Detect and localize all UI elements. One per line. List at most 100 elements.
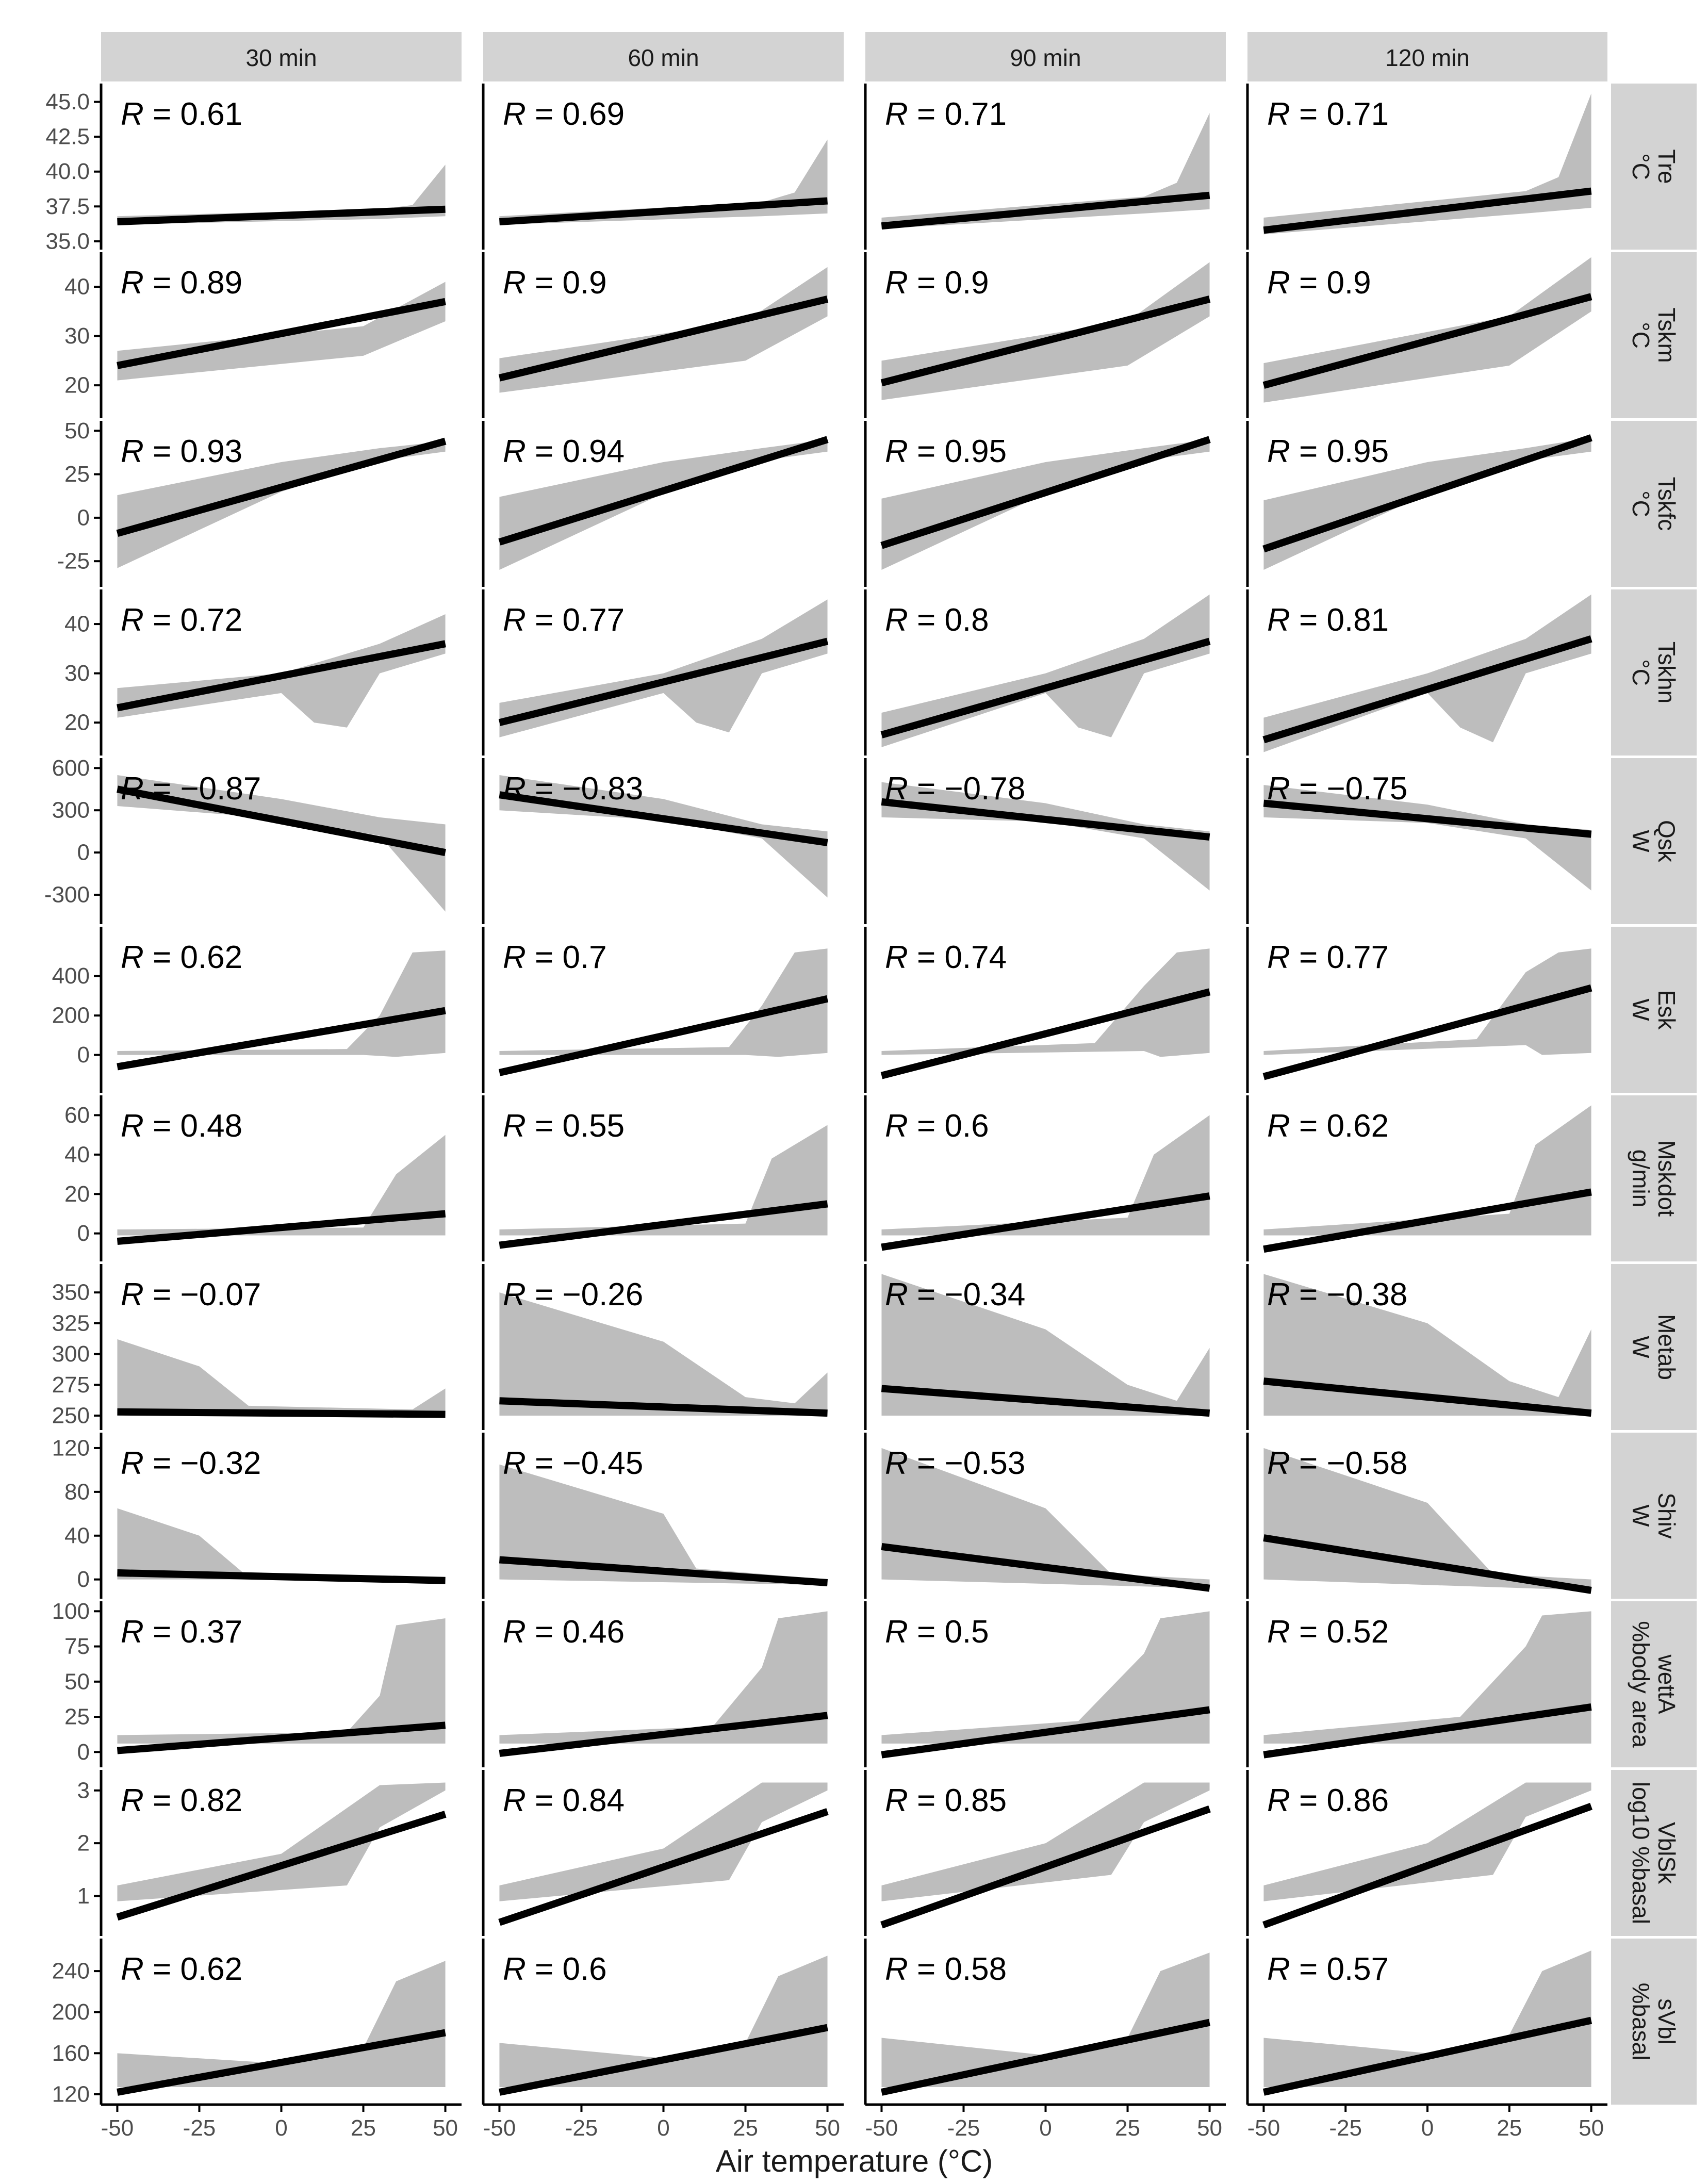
row-strip-label: VblSk (1653, 1822, 1680, 1884)
row-strip-label: W (1628, 1504, 1654, 1527)
regression-line (499, 2024, 828, 2096)
r-symbol: R (121, 434, 144, 469)
r-equals: = (1290, 1446, 1327, 1481)
column-strip (483, 32, 844, 81)
y-tick-label: 200 (52, 1003, 90, 1028)
r-value: 0.93 (180, 434, 242, 469)
r-value: −0.53 (944, 1446, 1025, 1481)
r-value: 0.48 (180, 1108, 242, 1144)
r-symbol: R (121, 265, 144, 301)
y-tick-label: 30 (64, 323, 90, 349)
x-tick-label: -50 (1247, 2115, 1280, 2141)
r-equals: = (1290, 1277, 1327, 1312)
r-symbol: R (121, 1614, 144, 1650)
regression-line (1263, 1534, 1592, 1594)
y-tick-label: 80 (64, 1479, 90, 1504)
column-strip (1247, 32, 1607, 81)
data-band (1263, 1105, 1591, 1236)
r-value: 0.62 (1326, 1108, 1389, 1144)
panel: R = −0.58 (1263, 1446, 1592, 1594)
panel: R = −0.26 (499, 1277, 828, 1417)
panel: R = 0.62 (117, 940, 446, 1071)
panel: R = 0.6 (881, 1108, 1210, 1251)
regression-line (1263, 1188, 1592, 1253)
panel: R = 0.6 (499, 1951, 828, 2096)
x-tick-label: 0 (275, 2115, 287, 2141)
r-symbol: R (503, 1108, 526, 1144)
r-symbol: R (885, 1951, 908, 1987)
panel: R = 0.9 (1262, 257, 1592, 403)
regression-line (880, 988, 1211, 1079)
row-strip (1611, 1770, 1697, 1936)
correlation-label: R = 0.93 (121, 434, 242, 469)
r-value: 0.95 (944, 434, 1007, 469)
data-band (117, 1508, 446, 1580)
r-value: 0.57 (1326, 1951, 1389, 1987)
r-value: −0.83 (562, 771, 643, 807)
y-tick-label: 60 (64, 1103, 90, 1128)
row-strip (1611, 1601, 1697, 1767)
r-equals: = (1290, 771, 1327, 807)
r-value: 0.52 (1326, 1614, 1389, 1650)
correlation-label: R = 0.55 (503, 1108, 625, 1144)
r-value: 0.85 (944, 1783, 1007, 1818)
correlation-label: R = 0.9 (503, 265, 607, 301)
regression-line (881, 1706, 1210, 1759)
regression-line (499, 1556, 828, 1587)
axes: 35.037.540.042.545.0203040-2502550203040… (44, 84, 1607, 2141)
correlation-label: R = 0.6 (503, 1951, 607, 1987)
correlation-label: R = 0.62 (121, 1951, 242, 1987)
r-symbol: R (503, 96, 526, 132)
correlation-label: R = 0.95 (1267, 434, 1389, 469)
r-equals: = (144, 96, 180, 132)
regression-line (116, 1811, 447, 1921)
r-value: 0.71 (1326, 96, 1389, 132)
correlation-label: R = −0.45 (503, 1446, 643, 1481)
regression-line (1262, 984, 1592, 1080)
panel: R = 0.82 (116, 1782, 447, 1921)
row-strip (1611, 927, 1697, 1093)
correlation-label: R = 0.7 (503, 940, 607, 975)
regression-line (880, 296, 1211, 387)
r-equals: = (526, 1108, 563, 1144)
row-strip-label: Tre (1653, 149, 1680, 184)
row-strip (1611, 1264, 1697, 1430)
correlation-label: R = 0.72 (121, 602, 242, 638)
row-strip-label: Shiv (1653, 1492, 1680, 1538)
r-equals: = (908, 434, 945, 469)
y-tick-label: 20 (64, 373, 90, 398)
row-strip (1611, 1095, 1697, 1261)
r-symbol: R (503, 1951, 526, 1987)
row-strip-label: °C (1628, 490, 1654, 517)
correlation-label: R = 0.58 (885, 1951, 1007, 1987)
r-value: −0.34 (944, 1277, 1025, 1312)
panel: R = −0.32 (117, 1446, 446, 1584)
y-tick-label: 350 (52, 1280, 90, 1305)
r-equals: = (144, 1446, 180, 1481)
correlation-label: R = 0.81 (1267, 602, 1389, 638)
correlation-label: R = 0.52 (1267, 1614, 1389, 1650)
r-symbol: R (885, 771, 908, 807)
r-value: 0.8 (944, 602, 989, 638)
y-tick-label: 300 (52, 1341, 90, 1367)
correlation-label: R = 0.77 (1267, 940, 1389, 975)
panel: R = 0.9 (498, 265, 829, 393)
data-band (499, 1464, 828, 1585)
data-band (499, 1956, 828, 2087)
row-strip-label: Tskm (1653, 307, 1680, 363)
y-tick-label: 20 (64, 710, 90, 735)
data-band (1263, 1611, 1591, 1744)
row-strip (1611, 84, 1697, 250)
correlation-label: R = 0.77 (503, 602, 625, 638)
r-equals: = (1290, 434, 1327, 469)
r-symbol: R (885, 1277, 908, 1312)
r-equals: = (144, 1951, 180, 1987)
row-strip (1611, 589, 1697, 756)
r-value: 0.6 (562, 1951, 606, 1987)
r-equals: = (908, 602, 945, 638)
panel: R = 0.69 (499, 96, 828, 226)
y-tick-label: 300 (52, 798, 90, 823)
r-equals: = (526, 1614, 563, 1650)
data-band (499, 948, 828, 1057)
row-strip-label: W (1628, 1336, 1654, 1358)
